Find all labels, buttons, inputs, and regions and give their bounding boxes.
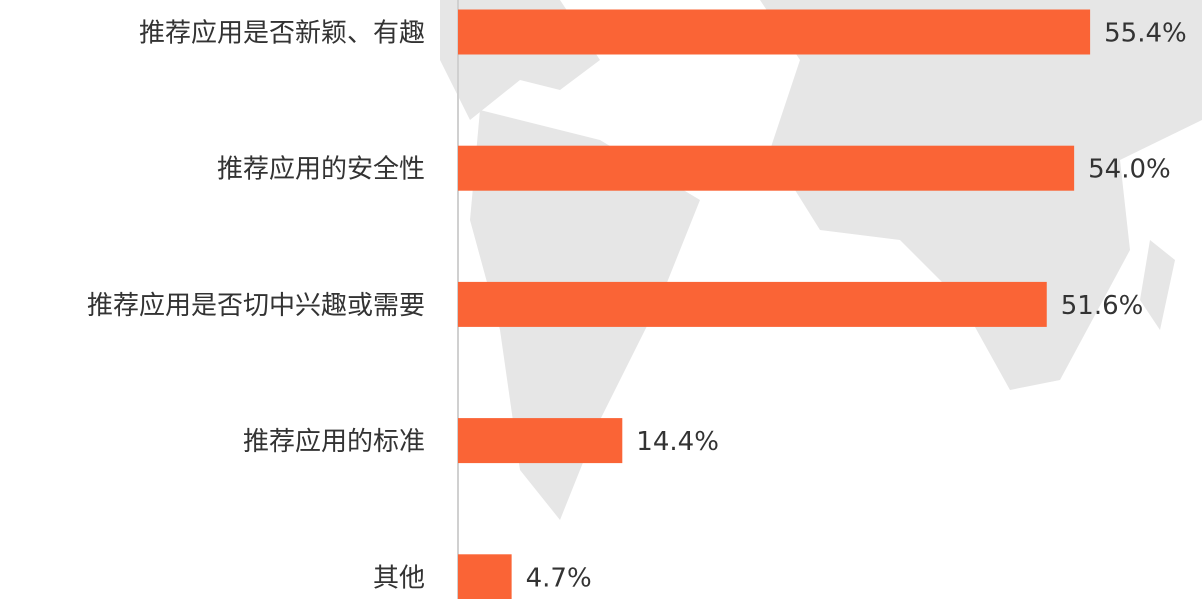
value-label: 14.4% bbox=[636, 427, 719, 457]
value-label: 51.6% bbox=[1061, 291, 1144, 321]
bar bbox=[458, 145, 1075, 191]
category-label: 推荐应用是否新颖、有趣 bbox=[139, 19, 425, 49]
category-label: 推荐应用是否切中兴趣或需要 bbox=[87, 291, 425, 321]
value-label: 55.4% bbox=[1104, 19, 1187, 49]
bar bbox=[458, 554, 512, 599]
category-label: 推荐应用的标准 bbox=[243, 427, 425, 457]
category-label: 推荐应用的安全性 bbox=[217, 155, 425, 185]
category-label: 其他 bbox=[373, 563, 425, 593]
value-label: 4.7% bbox=[526, 563, 592, 593]
bar bbox=[458, 418, 623, 464]
bar bbox=[458, 281, 1047, 327]
value-label: 54.0% bbox=[1088, 155, 1171, 185]
bar bbox=[458, 9, 1091, 55]
